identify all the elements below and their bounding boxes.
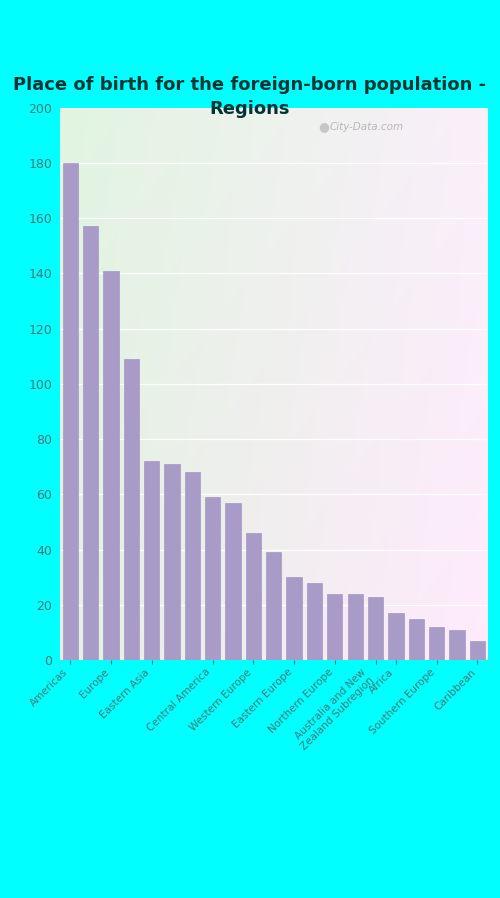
Bar	[184, 472, 200, 660]
Bar	[164, 464, 180, 660]
Bar	[83, 226, 98, 660]
Text: City-Data.com: City-Data.com	[330, 121, 404, 132]
Bar	[429, 627, 444, 660]
Bar	[470, 640, 485, 660]
Bar	[327, 594, 342, 660]
Bar	[226, 503, 240, 660]
Text: ●: ●	[318, 120, 330, 133]
Bar	[144, 462, 159, 660]
Bar	[450, 629, 464, 660]
Bar	[368, 596, 383, 660]
Bar	[348, 594, 363, 660]
Text: Place of birth for the foreign-born population -
Regions: Place of birth for the foreign-born popu…	[14, 76, 486, 118]
Bar	[286, 577, 302, 660]
Bar	[266, 552, 281, 660]
Bar	[104, 270, 118, 660]
Bar	[246, 533, 261, 660]
Bar	[205, 497, 220, 660]
Bar	[62, 163, 78, 660]
Bar	[388, 613, 404, 660]
Bar	[408, 619, 424, 660]
Bar	[307, 583, 322, 660]
Bar	[124, 359, 139, 660]
